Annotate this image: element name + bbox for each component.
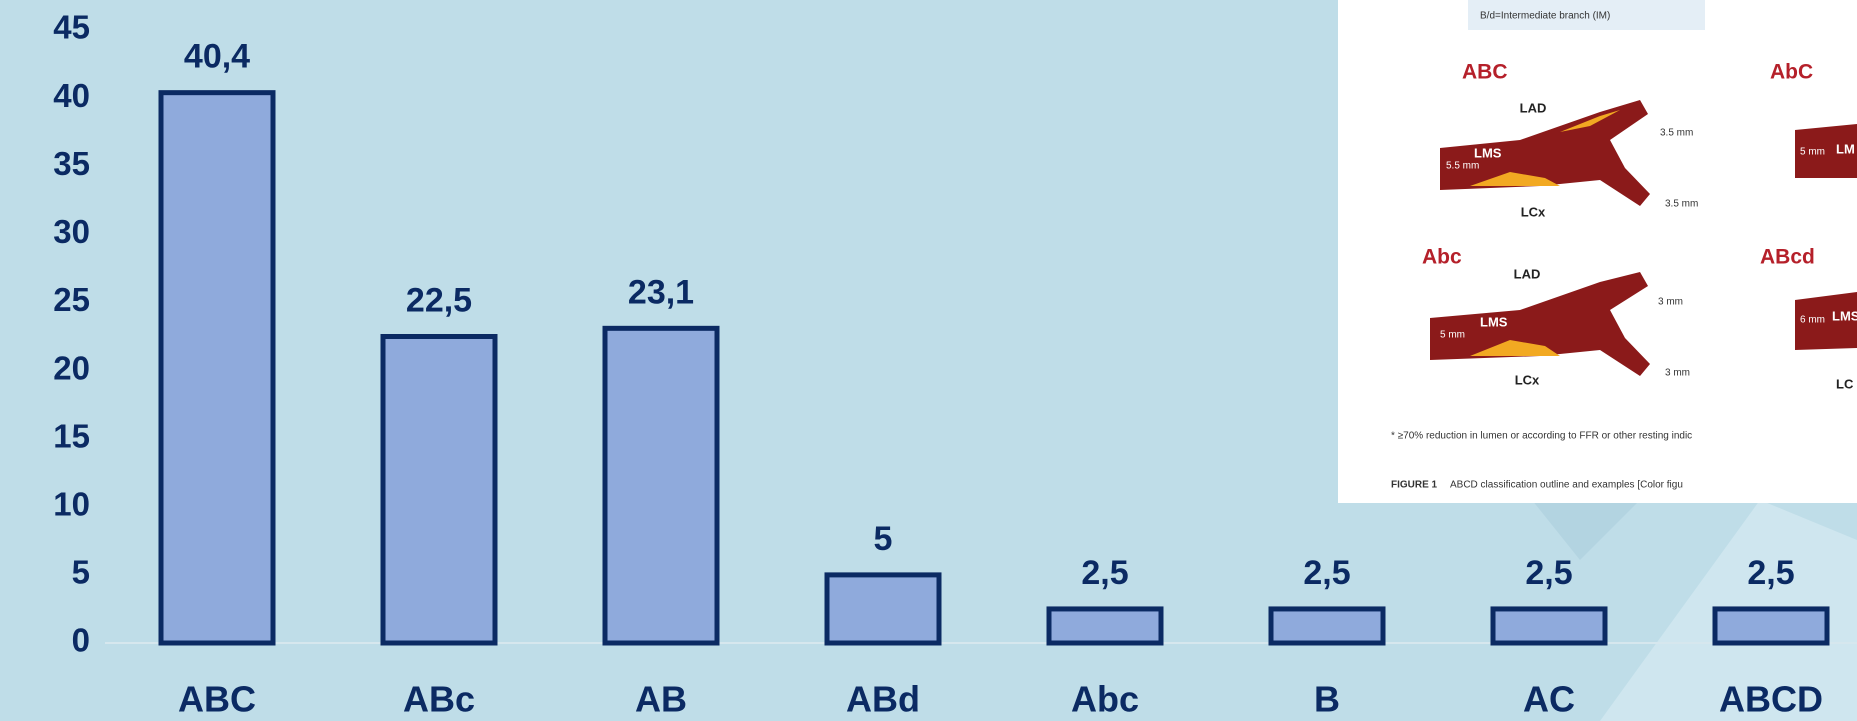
bar: [1712, 606, 1830, 646]
artery: [1795, 292, 1857, 350]
bar: [602, 325, 720, 646]
dimension: 6 mm: [1800, 315, 1825, 326]
artery: [1430, 272, 1650, 376]
bar: [824, 572, 942, 646]
value-label: 5: [874, 520, 893, 558]
caption-label: FIGURE 1: [1391, 480, 1438, 491]
inset-figure: B/d=Intermediate branch (IM) ABC LAD LMS…: [1338, 0, 1857, 503]
x-tick-label: ABC: [178, 679, 256, 720]
dimension: 3 mm: [1665, 368, 1690, 379]
panel-title: Abc: [1422, 246, 1462, 269]
bar: [158, 90, 276, 646]
bar: [1268, 606, 1386, 646]
artery-label: LM: [1836, 141, 1855, 156]
artery-label: LCx: [1521, 204, 1546, 219]
value-label: 23,1: [628, 273, 694, 311]
artery-label: LC: [1836, 376, 1854, 391]
bar: [1490, 606, 1608, 646]
artery: [1795, 124, 1857, 178]
artery-label: LMS: [1832, 308, 1857, 323]
artery-label: LMS: [1474, 145, 1502, 160]
x-tick-label: ABc: [403, 679, 475, 720]
panel-title: AbC: [1770, 61, 1813, 84]
inset-header-box: [1468, 0, 1705, 30]
value-label: 2,5: [1081, 554, 1128, 592]
y-tick-label: 45: [53, 9, 90, 46]
dimension: 3.5 mm: [1660, 128, 1693, 139]
value-label: 2,5: [1747, 554, 1794, 592]
y-tick-label: 25: [53, 281, 90, 318]
bar: [380, 334, 498, 646]
x-tick-label: B: [1314, 679, 1340, 720]
artery: [1440, 100, 1650, 206]
bar: [1046, 606, 1164, 646]
y-tick-label: 5: [72, 554, 90, 591]
y-tick-label: 30: [53, 213, 90, 250]
value-label: 40,4: [184, 38, 250, 76]
x-tick-label: ABCD: [1719, 679, 1823, 720]
artery-label: LMS: [1480, 314, 1508, 329]
x-tick-label: Abc: [1071, 679, 1139, 720]
artery-label: LAD: [1520, 100, 1547, 115]
value-label: 2,5: [1525, 554, 1572, 592]
y-tick-label: 40: [53, 77, 90, 114]
y-tick-label: 35: [53, 145, 90, 182]
caption: ABCD classification outline and examples…: [1450, 480, 1683, 491]
y-tick-label: 0: [72, 622, 90, 659]
inset-panel: [1338, 0, 1857, 503]
dimension: 5 mm: [1800, 147, 1825, 158]
value-label: 22,5: [406, 281, 472, 319]
dimension: 5 mm: [1440, 330, 1465, 341]
inset-header: B/d=Intermediate branch (IM): [1480, 11, 1610, 22]
dimension: 3.5 mm: [1665, 199, 1698, 210]
artery-label: LAD: [1514, 266, 1541, 281]
x-tick-label: AC: [1523, 679, 1575, 720]
y-tick-label: 15: [53, 417, 90, 454]
dimension: 3 mm: [1658, 297, 1683, 308]
footnote: * ≥70% reduction in lumen or according t…: [1391, 431, 1692, 442]
panel-title: ABC: [1462, 61, 1508, 84]
y-tick-label: 20: [53, 349, 90, 386]
dimension: 5.5 mm: [1446, 161, 1479, 172]
value-label: 2,5: [1303, 554, 1350, 592]
panel-title: ABcd: [1760, 246, 1815, 269]
artery-label: LCx: [1515, 372, 1540, 387]
x-tick-label: ABd: [846, 679, 920, 720]
x-tick-label: AB: [635, 679, 687, 720]
y-tick-label: 10: [53, 485, 90, 522]
